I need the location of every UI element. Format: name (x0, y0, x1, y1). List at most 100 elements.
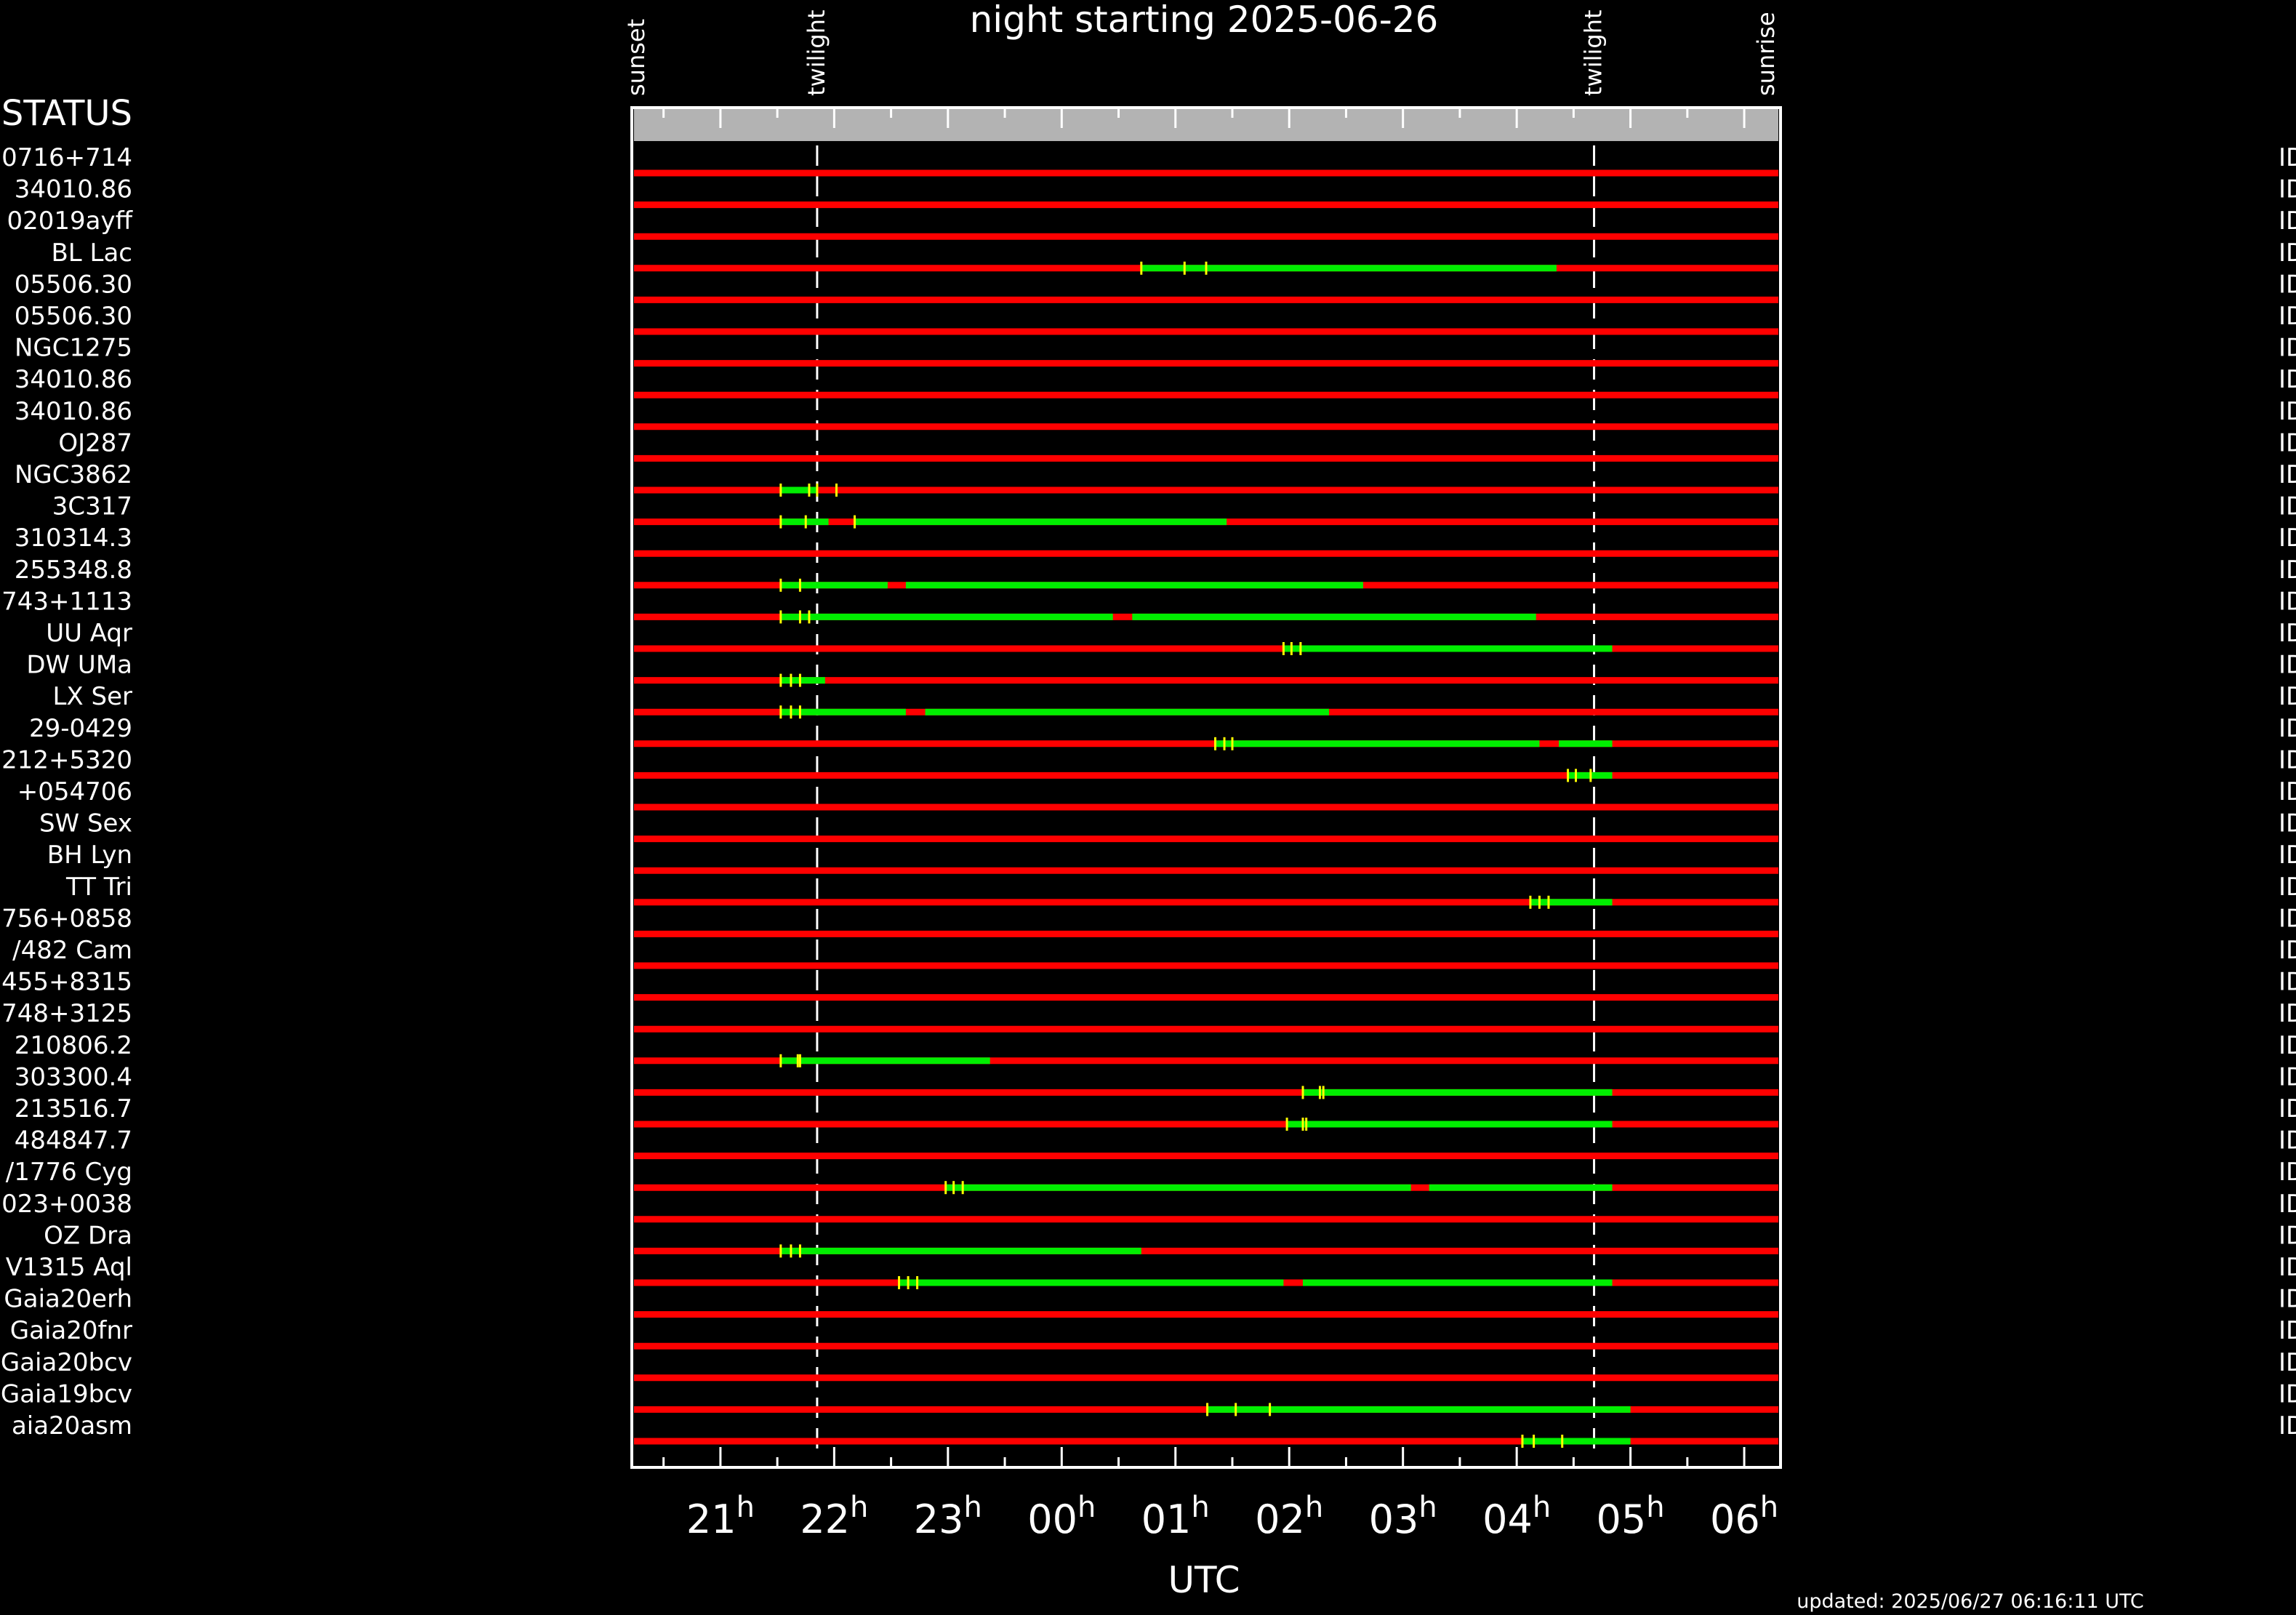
right-status-mark: ID (2279, 809, 2296, 838)
target-label: 34010.86 (15, 365, 132, 394)
right-status-mark: ID (2279, 1253, 2296, 1282)
x-tick-unit: h (964, 1491, 982, 1524)
target-label: /1776 Cyg (6, 1158, 132, 1187)
right-status-mark: ID (2279, 999, 2296, 1028)
right-status-mark: ID (2279, 556, 2296, 585)
x-tick-label: 02h (1255, 1491, 1323, 1542)
x-tick-unit: h (736, 1491, 755, 1524)
target-label: SW Sex (39, 809, 132, 838)
header-ticks (662, 109, 1746, 128)
x-tick-unit: h (1646, 1491, 1664, 1524)
right-status-mark: ID (2279, 143, 2296, 172)
target-label: 34010.86 (15, 397, 132, 426)
target-label: NGC1275 (15, 334, 132, 363)
event-labels: sunset twilight twilight sunrise (622, 9, 1780, 96)
x-axis-label: UTC (1168, 1559, 1240, 1601)
target-label: /482 Cam (12, 936, 132, 965)
right-status-mark: ID (2279, 619, 2296, 648)
x-tick-unit: h (1418, 1491, 1437, 1524)
right-status-mark: ID (2279, 1285, 2296, 1314)
target-label: TT Tri (65, 873, 132, 902)
updated-timestamp: updated: 2025/06/27 06:16:11 UTC (1797, 1590, 2144, 1613)
x-tick-unit: h (1305, 1491, 1323, 1524)
x-tick-label: 04h (1482, 1491, 1551, 1542)
target-label: 210806.2 (15, 1031, 132, 1060)
event-label: sunset (622, 19, 650, 96)
right-status-mark: ID (2279, 936, 2296, 965)
right-status-header: S (2295, 93, 2296, 134)
target-label: V1315 Aql (6, 1253, 132, 1282)
right-status-mark: ID (2279, 587, 2296, 616)
target-label: Gaia20bcv (1, 1348, 132, 1377)
target-label: 484847.7 (15, 1126, 132, 1155)
right-status-mark: ID (2279, 1126, 2296, 1155)
target-label: 02019ayff (7, 207, 133, 236)
target-label: Gaia20erh (4, 1285, 132, 1314)
x-tick-unit: h (850, 1491, 868, 1524)
right-status-mark: ID (2279, 1348, 2296, 1377)
right-status-marks: ID ID ID ID ID ID ID ID ID ID ID ID ID ID ID ID ID ID ID ID… (2279, 143, 2296, 1440)
target-label: OJ287 (58, 428, 132, 457)
right-status-mark: ID (2279, 968, 2296, 997)
target-label: 213516.7 (15, 1094, 132, 1123)
right-status-mark: ID (2279, 524, 2296, 553)
target-label: OZ Dra (44, 1221, 132, 1250)
right-status-mark: ID (2279, 904, 2296, 933)
target-label: 743+1113 (1, 587, 132, 616)
target-label: 212+5320 (1, 745, 132, 774)
event-label: twilight (803, 9, 830, 96)
target-label: 3C317 (52, 492, 132, 521)
right-status-mark: ID (2279, 428, 2296, 457)
target-label: 34010.86 (15, 175, 132, 204)
right-status-mark: ID (2279, 460, 2296, 489)
target-label: 756+0858 (1, 904, 132, 933)
right-status-mark: ID (2279, 1031, 2296, 1060)
target-label: 023+0038 (1, 1190, 132, 1219)
right-status-mark: ID (2279, 175, 2296, 204)
right-status-mark: ID (2279, 777, 2296, 806)
x-tick-unit: h (1533, 1491, 1551, 1524)
target-label: NGC3862 (15, 460, 132, 489)
right-status-mark: ID (2279, 682, 2296, 711)
chart-title: night starting 2025-06-26 (970, 0, 1439, 41)
right-status-mark: ID (2279, 1094, 2296, 1123)
target-label: 748+3125 (1, 999, 132, 1028)
x-tick-unit: h (1077, 1491, 1096, 1524)
target-label: UU Aqr (46, 619, 132, 648)
left-status-header: STATUS (1, 93, 132, 134)
right-status-mark: ID (2279, 1379, 2296, 1408)
target-label: BH Lyn (47, 841, 132, 870)
event-label: twilight (1580, 9, 1607, 96)
target-label: 29-0429 (29, 714, 132, 743)
right-status-mark: ID (2279, 334, 2296, 363)
event-label: sunrise (1752, 12, 1780, 96)
right-status-mark: ID (2279, 1158, 2296, 1187)
target-label: 05506.30 (15, 302, 132, 331)
time-header-band (634, 109, 1778, 141)
right-status-mark: ID (2279, 651, 2296, 680)
right-status-mark: ID (2279, 239, 2296, 268)
target-label: 05506.30 (15, 270, 132, 299)
target-rows (634, 169, 1778, 1448)
x-tick-unit: h (1760, 1491, 1778, 1524)
target-label: aia20asm (12, 1411, 132, 1440)
target-label: 0716+714 (1, 143, 132, 172)
right-status-mark: ID (2279, 1411, 2296, 1440)
right-status-mark: ID (2279, 207, 2296, 236)
target-label: Gaia20fnr (10, 1316, 132, 1345)
right-status-mark: ID (2279, 302, 2296, 331)
right-status-mark: ID (2279, 365, 2296, 394)
target-label: DW UMa (26, 651, 132, 680)
right-status-mark: ID (2279, 873, 2296, 902)
target-label: 255348.8 (15, 556, 132, 585)
target-label: BL Lac (51, 239, 132, 268)
right-status-mark: ID (2279, 492, 2296, 521)
target-label: +054706 (17, 777, 132, 806)
right-status-mark: ID (2279, 1221, 2296, 1250)
right-status-mark: ID (2279, 745, 2296, 774)
target-label: Gaia19bcv (1, 1379, 132, 1408)
bottom-ticks (662, 1447, 1746, 1466)
right-status-mark: ID (2279, 841, 2296, 870)
target-label: 310314.3 (15, 524, 132, 553)
